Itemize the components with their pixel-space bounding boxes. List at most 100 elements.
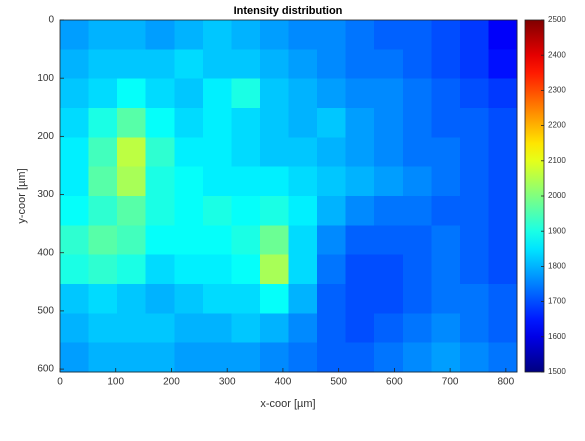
heatmap-cell	[231, 79, 260, 109]
x-tick-label: 100	[107, 377, 124, 388]
y-tick-label: 200	[37, 131, 54, 142]
heatmap-cell	[317, 225, 346, 255]
heatmap-cell	[60, 137, 89, 167]
heatmap-cell	[374, 49, 403, 79]
heatmap-cell	[146, 313, 175, 343]
x-tick-label: 400	[275, 377, 292, 388]
heatmap-cell	[231, 167, 260, 197]
heatmap-cell	[89, 343, 118, 373]
heatmap-cell	[488, 108, 517, 138]
y-tick-label: 500	[37, 306, 54, 317]
heatmap-cell	[488, 20, 517, 50]
heatmap-cell	[260, 225, 289, 255]
heatmap-cell	[260, 167, 289, 197]
heatmap-cell	[403, 137, 432, 167]
y-tick-label: 0	[48, 15, 54, 26]
heatmap-cell	[203, 137, 232, 167]
heatmap-cell	[89, 49, 118, 79]
heatmap-cell	[431, 225, 460, 255]
heatmap-cell	[117, 108, 146, 138]
heatmap-cell	[460, 137, 489, 167]
x-tick-label: 0	[57, 377, 63, 388]
heatmap-cell	[317, 167, 346, 197]
heatmap-cell	[146, 343, 175, 373]
heatmap-cell	[431, 343, 460, 373]
heatmap-cell	[231, 49, 260, 79]
heatmap-cell	[289, 167, 318, 197]
heatmap-cell	[89, 167, 118, 197]
heatmap-cell	[346, 137, 375, 167]
heatmap-cell	[431, 137, 460, 167]
heatmap-cell	[117, 225, 146, 255]
heatmap-cell	[60, 284, 89, 314]
heatmap-cell	[231, 137, 260, 167]
heatmap-cell	[60, 108, 89, 138]
heatmap-cell	[231, 108, 260, 138]
heatmap-cell	[403, 79, 432, 109]
heatmap-cell	[374, 284, 403, 314]
heatmap-cell	[60, 49, 89, 79]
heatmap-cell	[346, 79, 375, 109]
heatmap-cell	[346, 313, 375, 343]
heatmap-cell	[260, 343, 289, 373]
heatmap-cell	[460, 108, 489, 138]
heatmap-cell	[431, 255, 460, 285]
colorbar-tick-label: 2200	[548, 121, 566, 130]
heatmap-cell	[174, 284, 203, 314]
heatmap-cell	[431, 167, 460, 197]
colorbar-tick-label: 2000	[548, 191, 566, 200]
heatmap-cell	[403, 343, 432, 373]
heatmap-cell	[374, 167, 403, 197]
heatmap-cell	[231, 284, 260, 314]
heatmap-cell	[289, 108, 318, 138]
heatmap-cell	[431, 196, 460, 226]
colorbar-tick-label: 1900	[548, 226, 566, 235]
heatmap-cell	[460, 225, 489, 255]
heatmap-cell	[289, 255, 318, 285]
heatmap-cell	[203, 196, 232, 226]
heatmap-cell	[488, 255, 517, 285]
heatmap-cell	[374, 20, 403, 50]
heatmap-cell	[488, 167, 517, 197]
heatmap-cell	[231, 20, 260, 50]
heatmap-cell	[174, 313, 203, 343]
heatmap-cell	[203, 284, 232, 314]
heatmap-cell	[289, 225, 318, 255]
heatmap-cell	[374, 108, 403, 138]
heatmap-cell	[346, 108, 375, 138]
heatmap-cell	[431, 108, 460, 138]
heatmap-cell	[60, 196, 89, 226]
heatmap-cell	[346, 255, 375, 285]
heatmap-cell	[317, 79, 346, 109]
heatmap-cell	[174, 108, 203, 138]
x-tick-label: 200	[163, 377, 180, 388]
heatmap-cell	[260, 108, 289, 138]
heatmap-cell	[488, 49, 517, 79]
heatmap-cell	[146, 284, 175, 314]
heatmap-cell	[289, 313, 318, 343]
colorbar-tick-label: 1500	[548, 367, 566, 376]
heatmap-cell	[146, 167, 175, 197]
heatmap-cell	[260, 49, 289, 79]
heatmap-cell	[346, 225, 375, 255]
heatmap-cell	[374, 137, 403, 167]
heatmap-cell	[289, 343, 318, 373]
heatmap-cell	[488, 225, 517, 255]
heatmap-cell	[488, 137, 517, 167]
x-axis-label: x-coor [µm]	[260, 398, 315, 410]
y-tick-label: 600	[37, 364, 54, 375]
heatmap-cell	[117, 284, 146, 314]
heatmap-cell	[460, 313, 489, 343]
heatmap-cell	[431, 284, 460, 314]
heatmap-cell	[260, 137, 289, 167]
heatmap-cell	[403, 108, 432, 138]
heatmap-cell	[117, 49, 146, 79]
x-tick-label: 800	[498, 377, 515, 388]
heatmap-cell	[431, 49, 460, 79]
heatmap-cell	[146, 225, 175, 255]
heatmap-cell	[403, 196, 432, 226]
heatmap-cell	[174, 167, 203, 197]
page: Intensity distribution x-coor [µm] y-coo…	[0, 0, 585, 441]
heatmap-cell	[174, 255, 203, 285]
heatmap-cell	[203, 79, 232, 109]
